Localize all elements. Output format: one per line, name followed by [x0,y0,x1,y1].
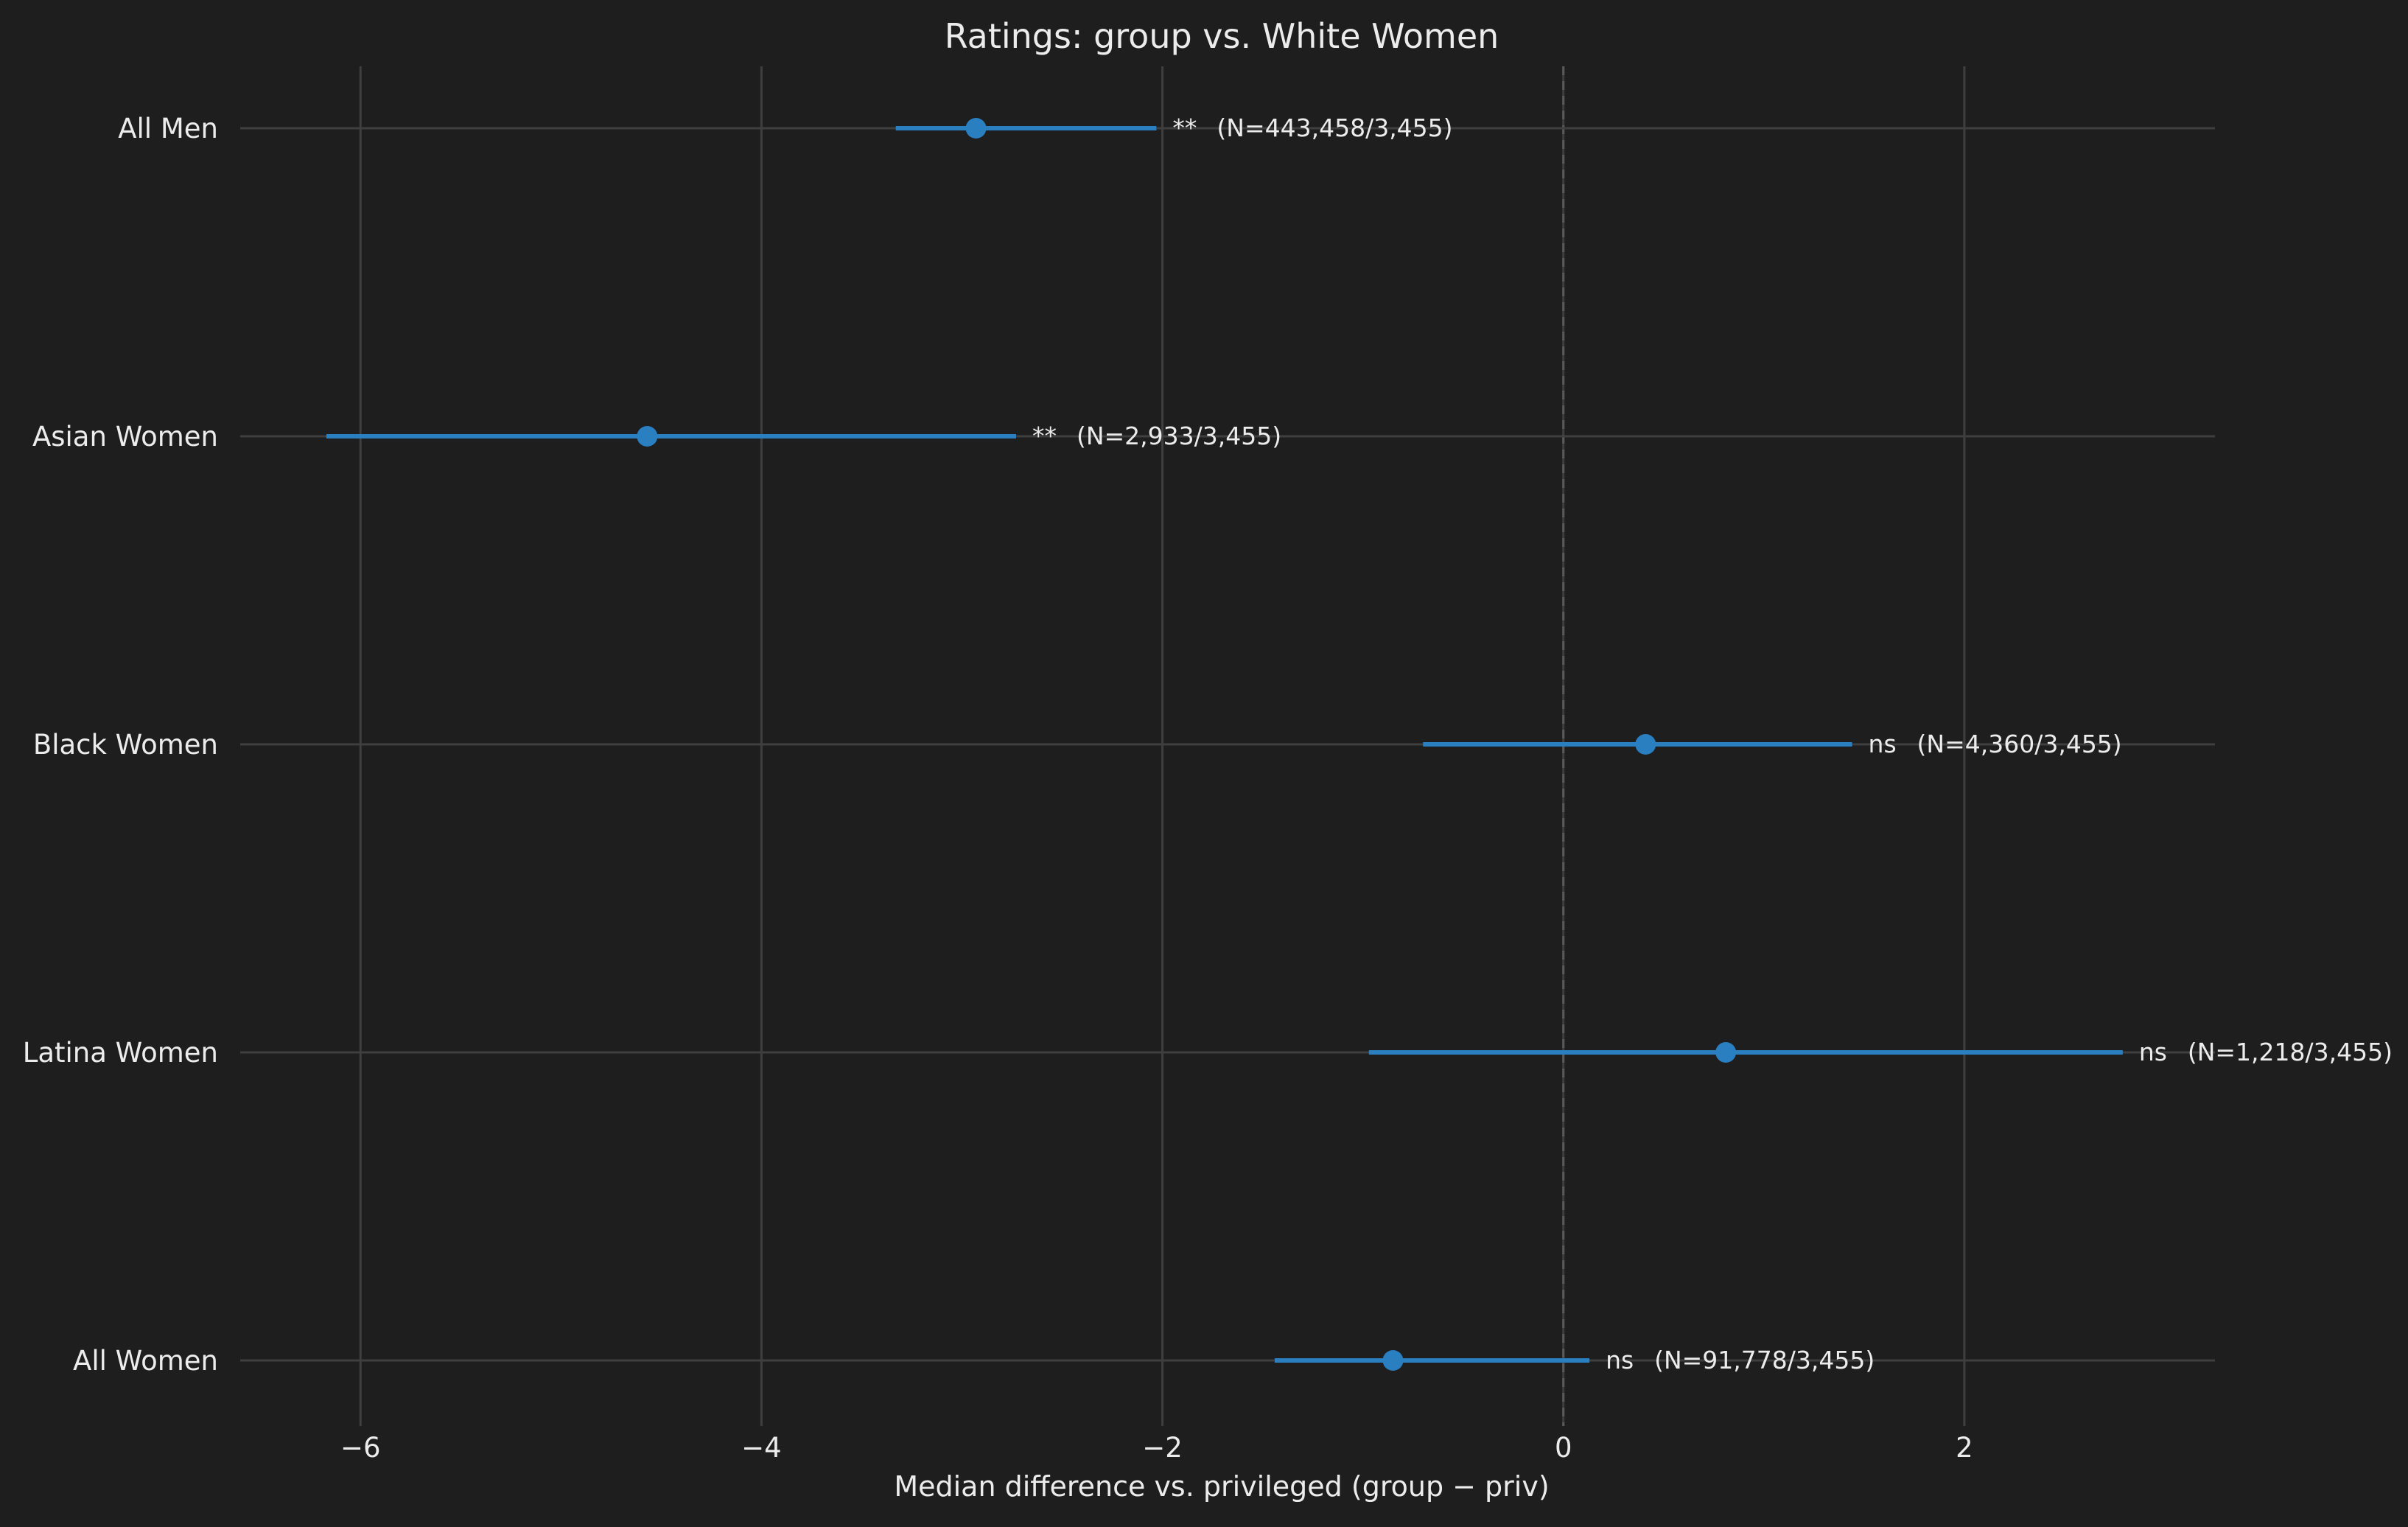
significance-label: ns [1606,1346,1634,1374]
median-point [965,118,987,139]
annotation-layer: ** (N=443,458/3,455) ** (N=2,933/3,455) ns (N… [1032,113,2393,1374]
x-tick-label: −2 [1142,1432,1183,1464]
median-point [1635,734,1656,755]
median-point [637,426,658,447]
y-tick-label: Asian Women [32,421,218,452]
y-tick-label: All Women [73,1345,218,1377]
x-tick-label: 2 [1956,1432,1973,1464]
n-label: (N=4,360/3,455) [1917,730,2122,758]
significance-label: ns [1869,730,1897,758]
n-label: (N=2,933/3,455) [1077,422,1281,450]
n-label: (N=91,778/3,455) [1654,1346,1875,1374]
x-tick-labels: −6 −4 −2 0 2 [340,1432,1973,1464]
y-tick-label: All Men [118,113,218,144]
x-tick-label: −6 [340,1432,381,1464]
significance-label: ns [2139,1038,2167,1066]
chart-title: Ratings: group vs. White Women [945,16,1499,56]
x-tick-label: −4 [741,1432,782,1464]
y-tick-label: Black Women [33,729,218,761]
n-label: (N=1,218/3,455) [2188,1038,2393,1066]
significance-label: ** [1032,422,1057,450]
n-label: (N=443,458/3,455) [1217,113,1452,142]
x-tick-label: 0 [1555,1432,1572,1464]
x-axis-label: Median difference vs. privileged (group … [894,1470,1549,1503]
y-tick-label: Latina Women [23,1037,218,1069]
median-point [1382,1350,1404,1371]
point-layer [637,118,1737,1371]
y-tick-labels: All Men Asian Women Black Women Latina Wome… [23,113,218,1377]
median-point [1715,1042,1737,1063]
significance-label: ** [1172,113,1197,142]
